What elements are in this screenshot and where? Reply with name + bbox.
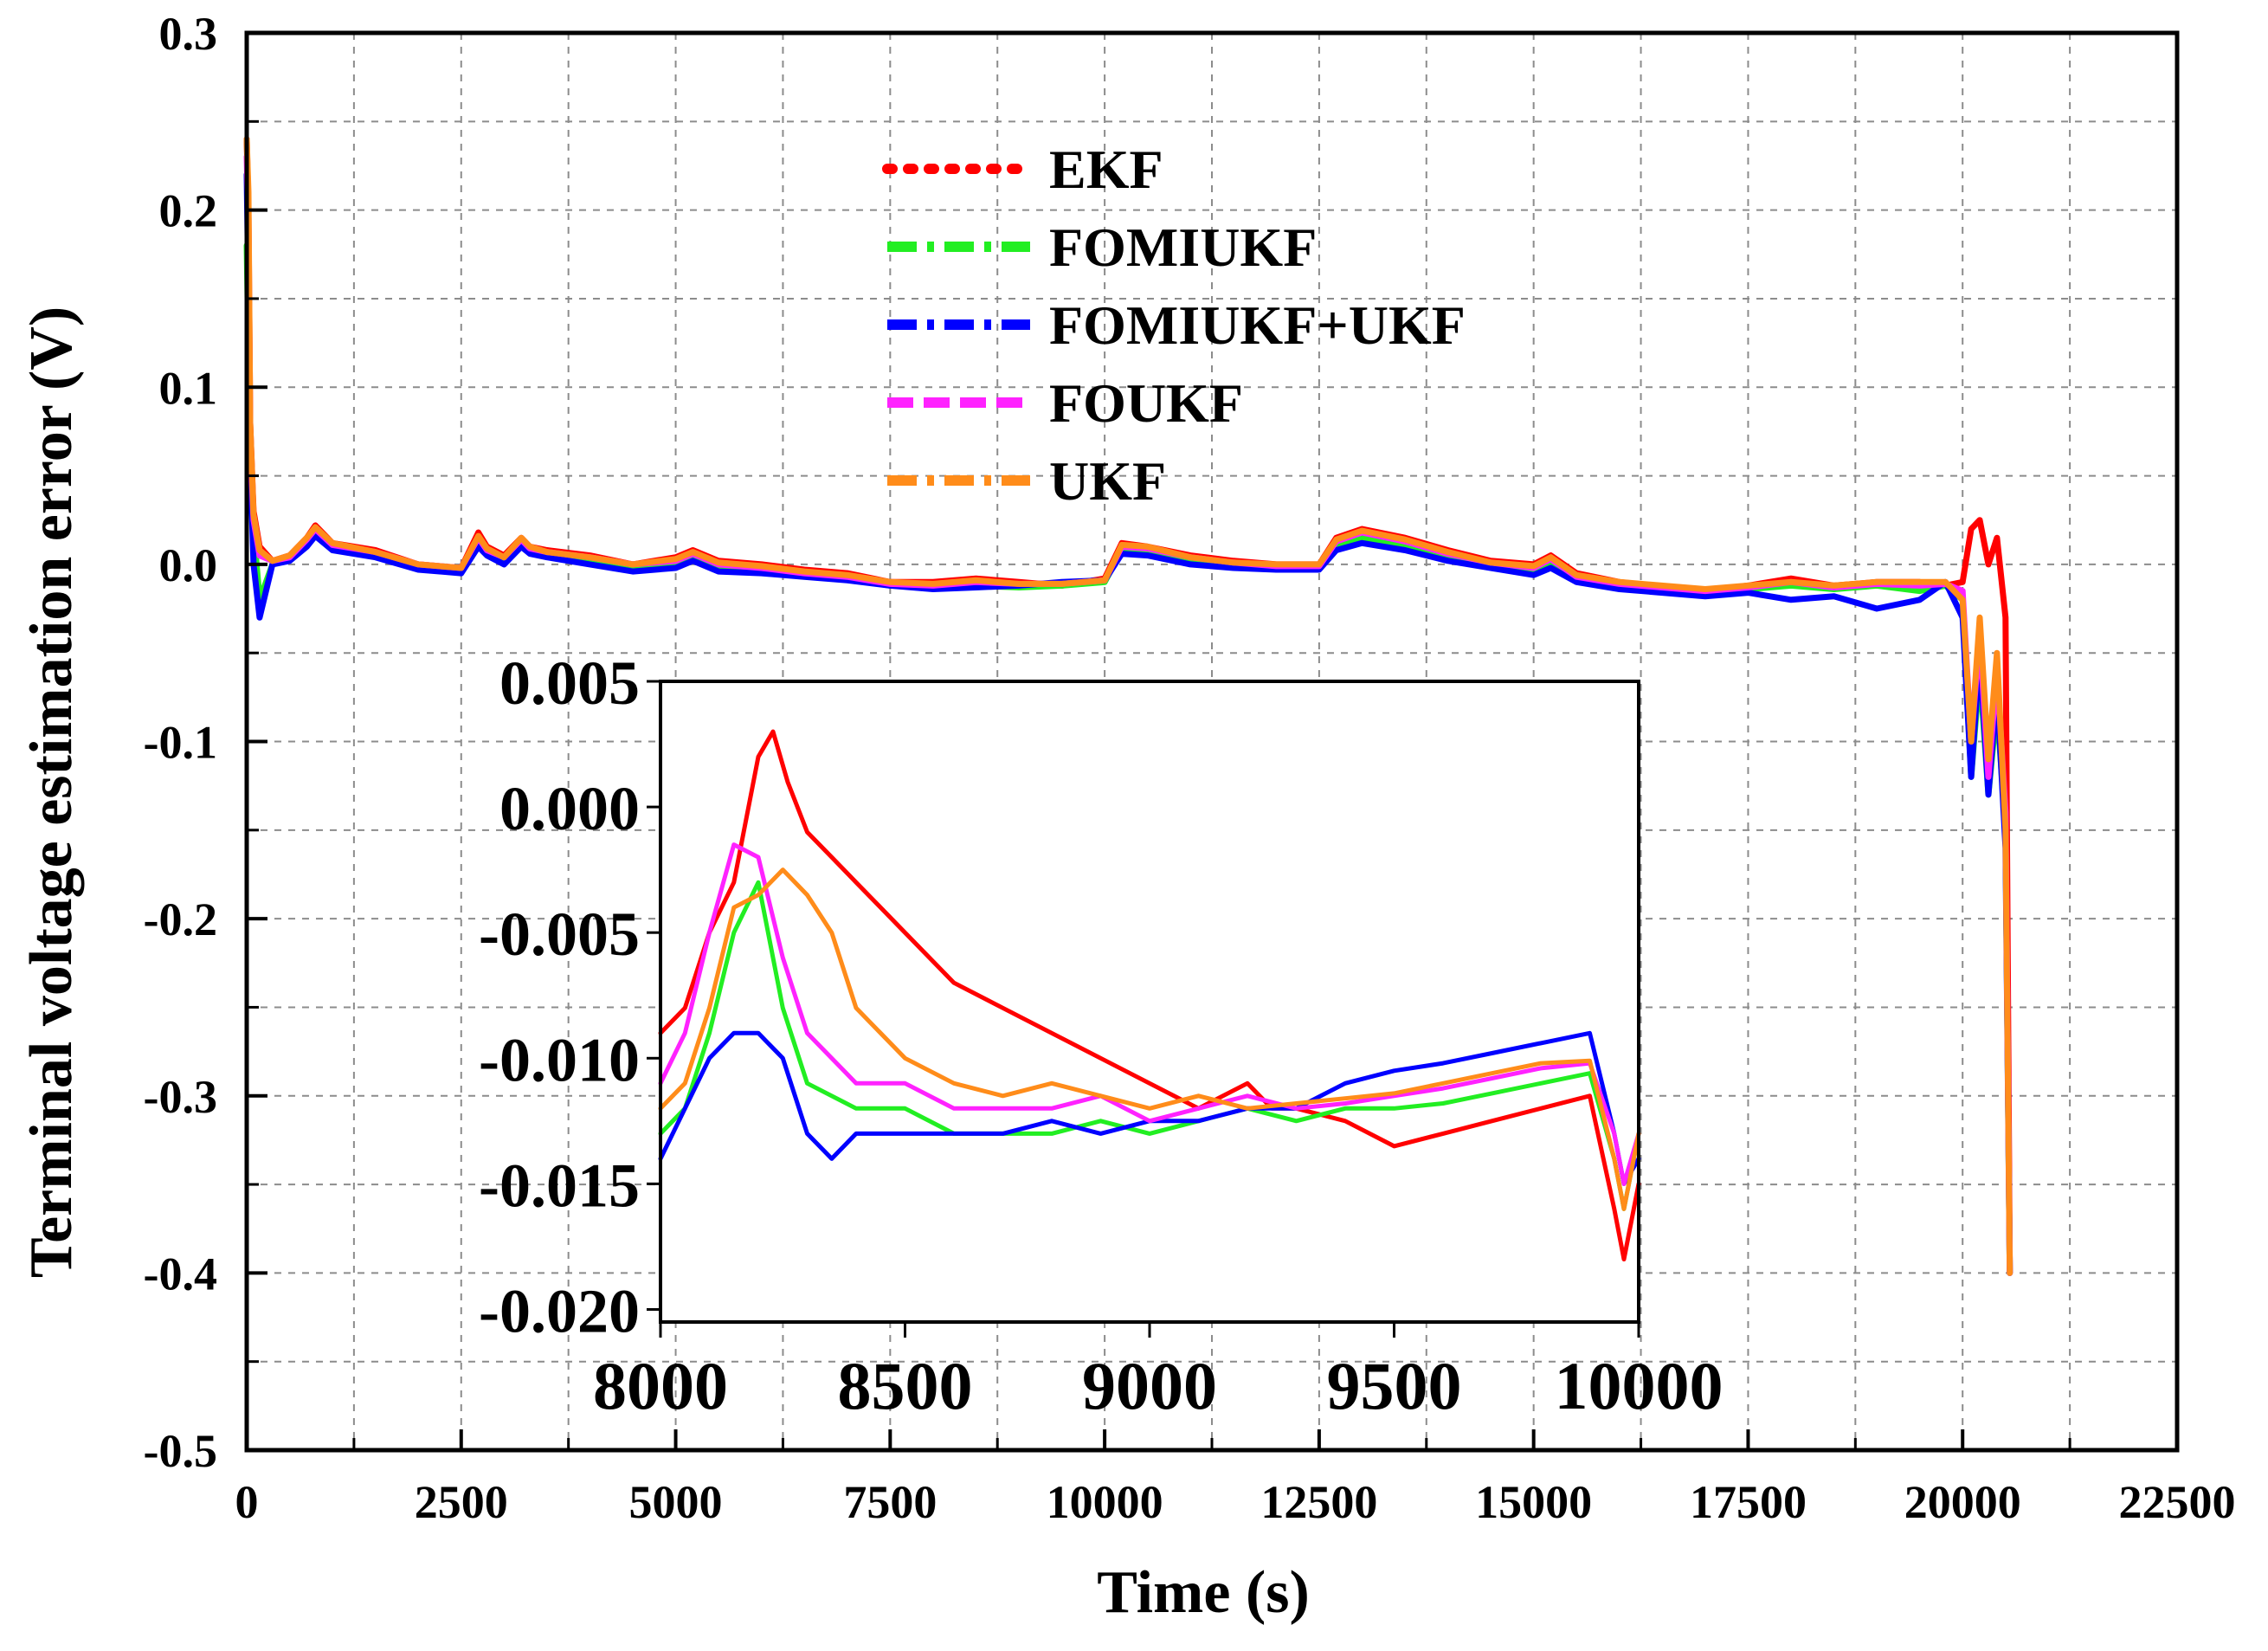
main-tick-marks <box>245 31 2179 1452</box>
inset-tick-labels: 8000 8500 9000 9500 10000 0.005 0.000 -0.005 -0.… <box>479 648 1723 1423</box>
legend-label-foukf: FOUKF <box>1049 372 1243 434</box>
x-tick-label: 0 <box>235 1476 259 1528</box>
inset-series-foukf <box>658 842 1641 1186</box>
main-grid <box>247 33 2177 1450</box>
x-tick-label: 12500 <box>1260 1476 1377 1528</box>
inset-x-tick-label: 8500 <box>838 1348 973 1423</box>
y-tick-label: -0.1 <box>144 717 217 769</box>
main-tick-labels: 0 2500 5000 7500 10000 12500 15000 17500 20000 22… <box>144 8 2236 1528</box>
inset-y-tick-label: -0.005 <box>479 900 640 969</box>
main-series-ukf <box>243 136 2013 1276</box>
x-tick-label: 22500 <box>2119 1476 2236 1528</box>
x-tick-label: 5000 <box>629 1476 723 1528</box>
main-series-group <box>243 136 2013 1276</box>
legend-label-ekf: EKF <box>1049 139 1163 200</box>
inset-x-tick-label: 9500 <box>1327 1348 1462 1423</box>
inset-x-tick-label: 9000 <box>1082 1348 1217 1423</box>
y-tick-label: 0.2 <box>159 185 218 237</box>
y-axis-title: Terminal voltage estimation error (V) <box>18 306 85 1278</box>
y-tick-label: -0.3 <box>144 1071 217 1123</box>
inset-series-fomiukf-ukf <box>658 1030 1641 1186</box>
legend: EKF FOMIUKF FOMIUKF+UKF FOUKF UKF <box>882 139 1466 512</box>
x-tick-label: 7500 <box>843 1476 937 1528</box>
inset-x-tick-label: 10000 <box>1555 1348 1724 1423</box>
inset-x-tick-label: 8000 <box>593 1348 728 1423</box>
inset-tick-marks <box>647 680 1640 1338</box>
inset-y-tick-label: -0.010 <box>479 1025 640 1094</box>
y-tick-label: -0.4 <box>144 1248 217 1300</box>
x-tick-label: 2500 <box>415 1476 508 1528</box>
y-tick-label: 0.0 <box>159 539 218 591</box>
legend-label-fomiukf: FOMIUKF <box>1049 216 1317 278</box>
inset-y-tick-label: 0.000 <box>499 774 640 843</box>
inset-y-tick-label: -0.015 <box>479 1151 640 1220</box>
inset-series-ekf <box>658 729 1641 1261</box>
x-tick-label: 15000 <box>1475 1476 1592 1528</box>
y-tick-label: 0.3 <box>159 8 218 60</box>
inset-y-tick-label: -0.020 <box>479 1276 640 1345</box>
inset-series-group <box>658 729 1641 1261</box>
x-tick-label: 10000 <box>1047 1476 1163 1528</box>
y-tick-label: -0.5 <box>144 1425 217 1477</box>
x-tick-label: 20000 <box>1904 1476 2021 1528</box>
y-tick-label: 0.1 <box>159 362 218 414</box>
inset-series-ukf <box>658 867 1641 1211</box>
x-tick-label: 17500 <box>1690 1476 1807 1528</box>
inset-y-tick-label: 0.005 <box>499 648 640 718</box>
legend-label-fomiukf-ukf: FOMIUKF+UKF <box>1049 294 1466 356</box>
legend-label-ukf: UKF <box>1049 450 1166 512</box>
inset-background <box>660 681 1639 1322</box>
x-axis-title: Time (s) <box>1097 1559 1310 1626</box>
y-tick-label: -0.2 <box>144 893 217 945</box>
